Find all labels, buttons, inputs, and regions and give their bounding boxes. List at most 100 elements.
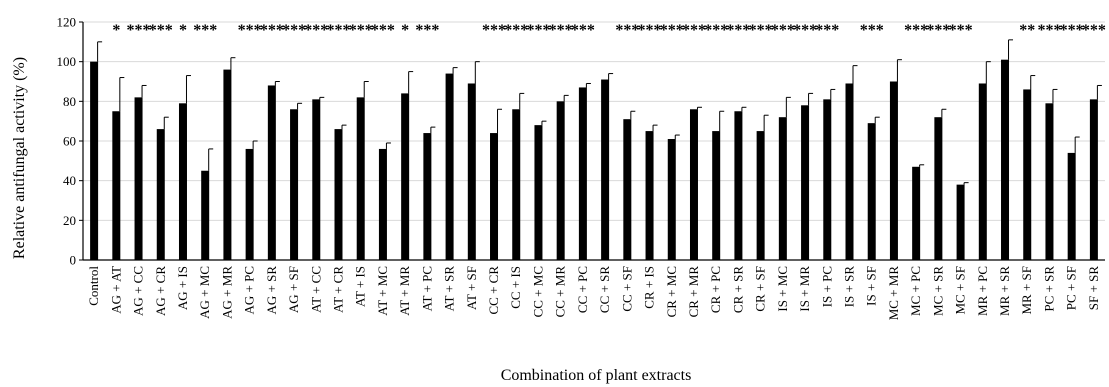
significance-marker: *** [749, 22, 773, 39]
significance-marker: ** [1019, 22, 1035, 39]
bar [978, 83, 987, 260]
bar [934, 117, 943, 260]
bar [645, 131, 654, 260]
significance-marker: *** [726, 22, 750, 39]
significance-marker: *** [327, 22, 351, 39]
x-tick-label: CC + CR [486, 266, 501, 315]
x-tick-label: PC + SF [1064, 266, 1079, 310]
bar [801, 105, 810, 260]
x-tick-label: AG + PC [242, 266, 257, 315]
bar [889, 81, 898, 260]
x-tick-label: CC + SR [597, 266, 612, 313]
x-axis-title: Combination of plant extracts [501, 367, 692, 384]
x-tick-label: CC + PC [575, 266, 590, 313]
significance-marker: *** [638, 22, 662, 39]
significance-marker: *** [238, 22, 262, 39]
significance-marker: *** [793, 22, 817, 39]
bar [689, 109, 698, 261]
bar [467, 83, 476, 260]
significance-marker: *** [926, 22, 950, 39]
x-tick-label: AT + MC [375, 266, 390, 316]
bar [623, 119, 632, 260]
y-tick-label: 120 [57, 15, 77, 30]
bar [356, 97, 365, 260]
x-tick-label: IS + MC [775, 266, 790, 312]
significance-marker: *** [149, 22, 173, 39]
significance-marker: *** [771, 22, 795, 39]
bar [223, 69, 232, 260]
significance-marker: *** [815, 22, 839, 39]
bar [845, 83, 854, 260]
x-tick-label: MC + MR [886, 266, 901, 321]
axes [79, 21, 1105, 261]
significance-marker: *** [349, 22, 373, 39]
bar [578, 87, 587, 260]
x-tick-label: AG + CR [153, 266, 168, 316]
x-tick-label: AG + SF [286, 266, 301, 313]
bar [912, 166, 921, 260]
bar [134, 97, 143, 260]
x-tick-label: AT + CR [331, 266, 346, 313]
significance-marker: *** [549, 22, 573, 39]
x-tick-label: MC + SR [930, 266, 945, 316]
x-tick-label: AG + SR [264, 266, 279, 315]
x-tick-label: AG + CC [131, 266, 146, 316]
significance-marker: *** [860, 22, 884, 39]
x-tick-label: IS + SF [864, 266, 879, 306]
bar [534, 125, 543, 260]
significance-marker: *** [704, 22, 728, 39]
bar [867, 123, 876, 261]
bar [312, 99, 321, 260]
x-tick-label: AG + AT [108, 266, 123, 314]
y-tick-label: 100 [57, 54, 77, 69]
significance-marker: *** [571, 22, 595, 39]
bar [290, 109, 299, 261]
x-tick-label: IS + MR [797, 266, 812, 312]
significance-marker: *** [193, 22, 217, 39]
significance-marker: *** [526, 22, 550, 39]
significance-marker: * [112, 22, 120, 39]
bar [756, 131, 765, 260]
bar [512, 109, 521, 261]
bar [445, 73, 454, 260]
x-tick-label: IS + PC [819, 266, 834, 307]
significance-marker: *** [1060, 22, 1084, 39]
bar [823, 99, 832, 260]
bar [712, 131, 721, 260]
x-tick-label: CC + MR [553, 266, 568, 318]
significance-marker: *** [682, 22, 706, 39]
x-tick-label: MR + SF [1019, 266, 1034, 315]
bar [1045, 103, 1054, 260]
x-tick-label: MR + SR [997, 266, 1012, 316]
significance-marker: * [179, 22, 187, 39]
bar [601, 79, 610, 261]
x-tick-label: AG + IS [175, 266, 190, 310]
x-tick-label: AG + MR [219, 266, 234, 319]
x-tick-label: AT + IS [353, 266, 368, 307]
x-tick-label: IS + SR [842, 266, 857, 308]
gridlines [83, 21, 1105, 221]
x-tick-label: AG + MC [197, 266, 212, 319]
bar [1001, 59, 1010, 260]
bar [401, 93, 410, 261]
x-tick-label: MR + PC [975, 266, 990, 316]
bar [778, 117, 787, 260]
significance-marker: *** [904, 22, 928, 39]
bar [156, 129, 165, 260]
bar [201, 170, 210, 260]
significance-marker: *** [282, 22, 306, 39]
significance-marker: *** [1082, 22, 1106, 39]
y-tick-label: 20 [63, 213, 76, 228]
significance-marker: *** [615, 22, 639, 39]
significance-marker: *** [260, 22, 284, 39]
bar [334, 129, 343, 260]
bar [490, 133, 499, 260]
y-tick-label: 80 [63, 94, 76, 109]
bar [734, 111, 743, 260]
bar [1067, 152, 1076, 260]
significance-marker: *** [127, 22, 151, 39]
bar [267, 85, 276, 260]
y-axis-title: Relative antifungal activity (%) [11, 57, 28, 259]
significance-marker: *** [660, 22, 684, 39]
